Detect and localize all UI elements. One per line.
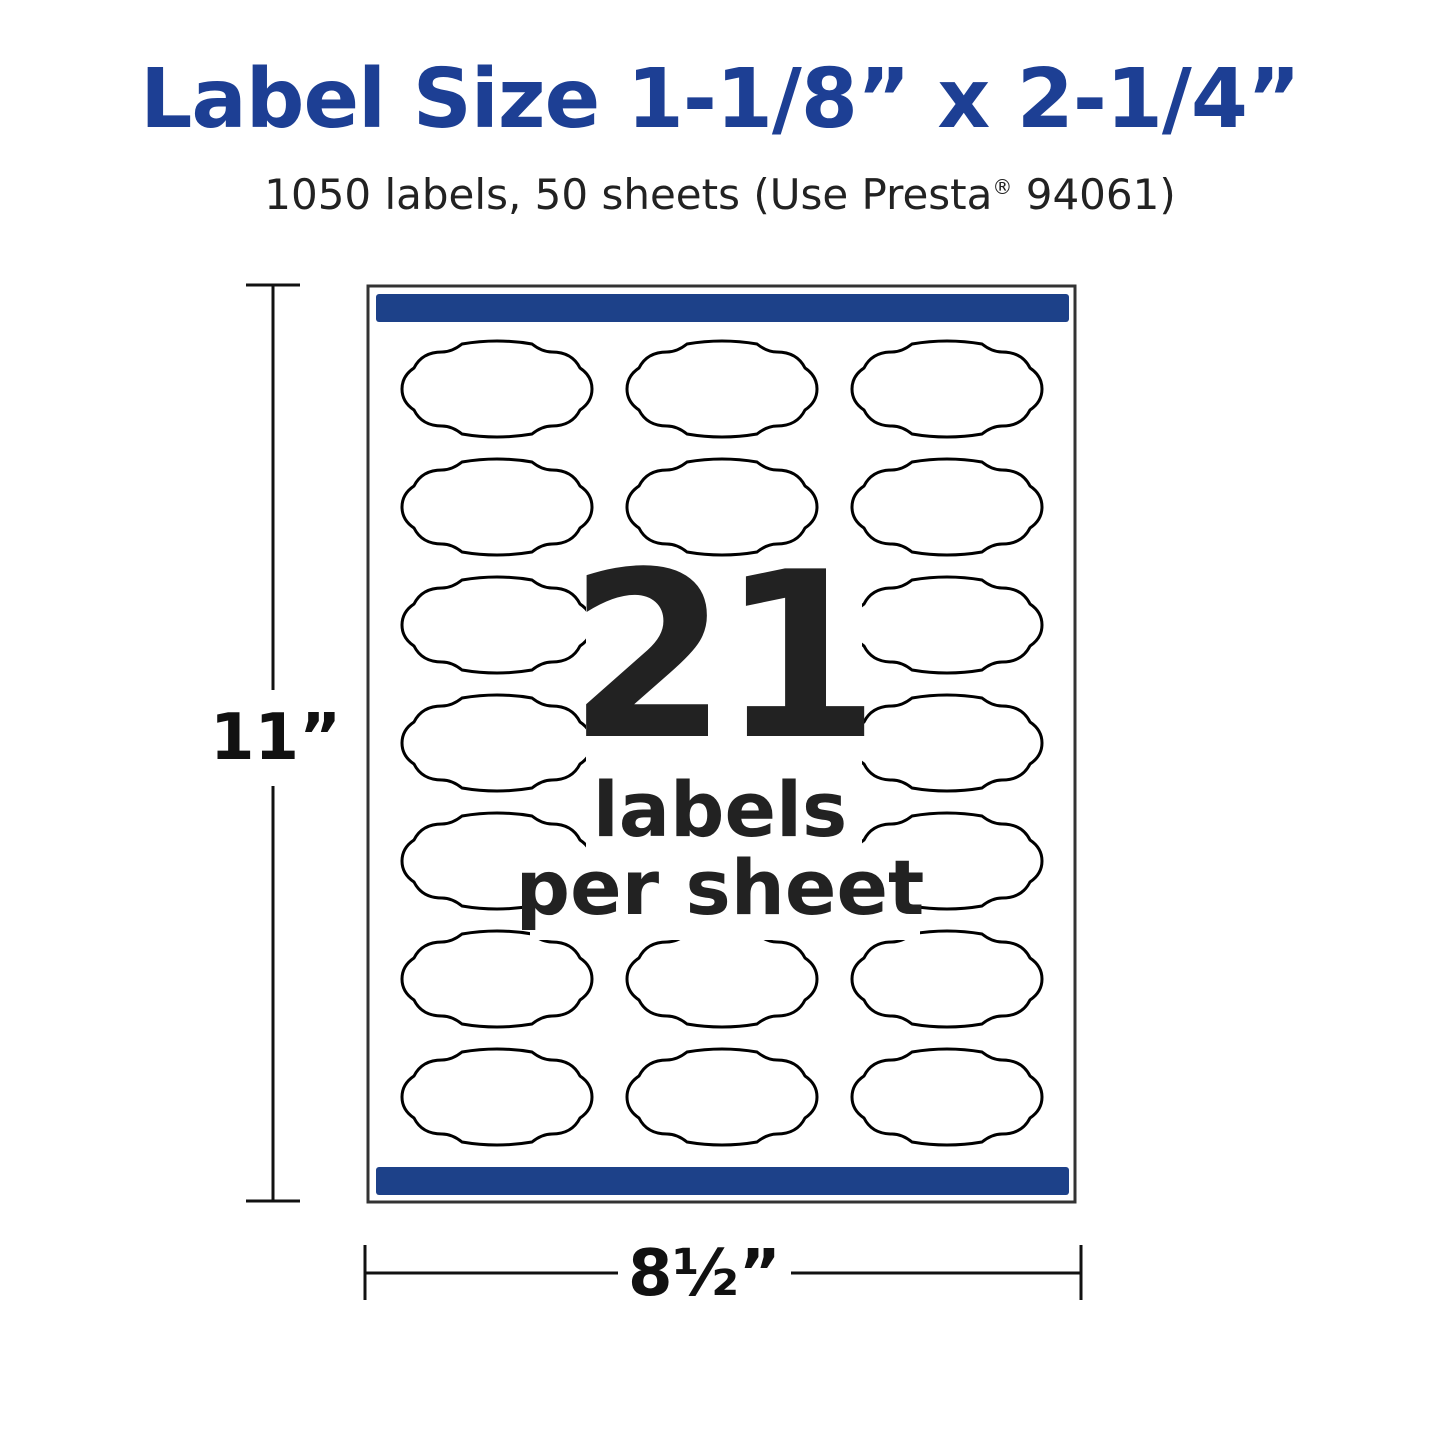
label-outline [850,339,1044,439]
label-count: 21 [567,524,880,791]
labels-text: labels [592,765,848,854]
height-label: 11” [210,690,342,786]
label-outline [850,457,1044,557]
label-outline [625,1047,819,1147]
label-outline [625,929,819,1029]
per-sheet-text: per sheet [515,843,925,932]
subtitle-suffix: 94061) [1012,170,1176,219]
label-outline [400,1047,594,1147]
callout-backdrop [586,572,862,852]
label-outline [850,1047,1044,1147]
subtitle: 1050 labels, 50 sheets (Use Presta® 9406… [0,170,1440,220]
sheet-top-bar [376,294,1069,322]
label-outline [625,339,819,439]
width-label: 8½” [618,1236,791,1312]
page-title: Label Size 1-1/8” x 2-1/4” [140,52,1301,147]
label-outline [850,929,1044,1029]
label-outline [400,929,594,1029]
registered-mark: ® [992,175,1013,199]
sheet-bottom-bar [376,1167,1069,1195]
label-outline [400,457,594,557]
label-outline [400,339,594,439]
callout-backdrop-lower [530,852,920,940]
subtitle-text: 1050 labels, 50 sheets (Use Presta [264,170,993,219]
